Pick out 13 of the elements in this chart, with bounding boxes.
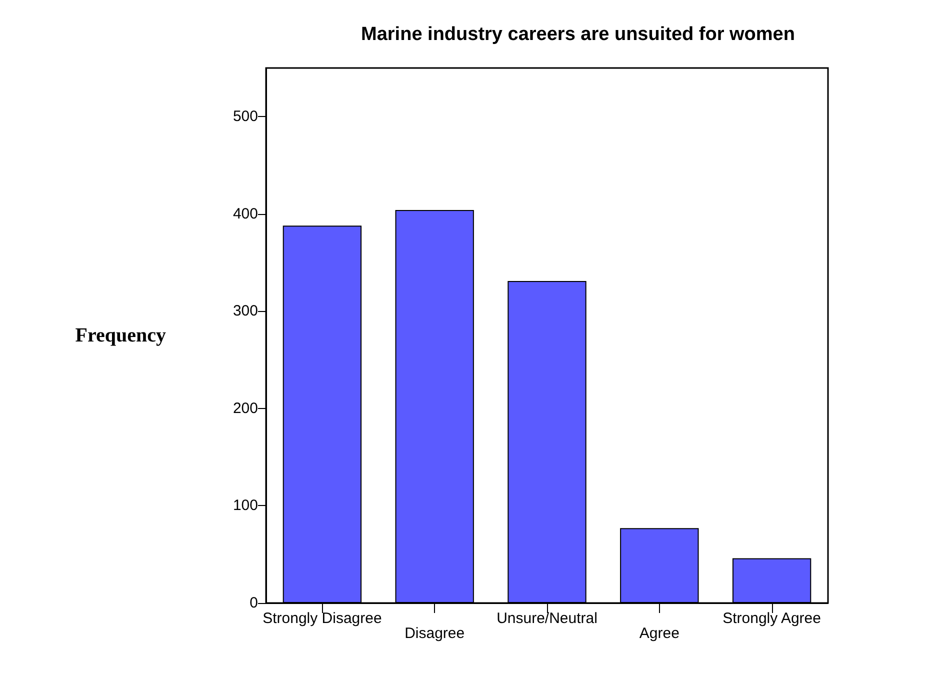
y-tick-label: 400 — [232, 205, 258, 222]
y-tick-label: 500 — [232, 108, 258, 126]
x-tick-label: Disagree — [404, 625, 465, 642]
y-tick-label: 300 — [232, 302, 258, 320]
x-tick-label: Unsure/Neutral — [496, 610, 598, 627]
y-tick-label: 100 — [232, 497, 258, 514]
chart-title: Marine industry careers are unsuited for women — [361, 24, 795, 45]
y-tick-label: 0 — [250, 594, 258, 612]
x-tick-label: Strongly Agree — [722, 610, 822, 627]
y-tick-label: 200 — [232, 400, 258, 417]
y-axis-title: Frequency — [75, 324, 166, 346]
x-tick-label: Agree — [639, 625, 680, 642]
x-tick-label: Strongly Disagree — [262, 610, 382, 627]
